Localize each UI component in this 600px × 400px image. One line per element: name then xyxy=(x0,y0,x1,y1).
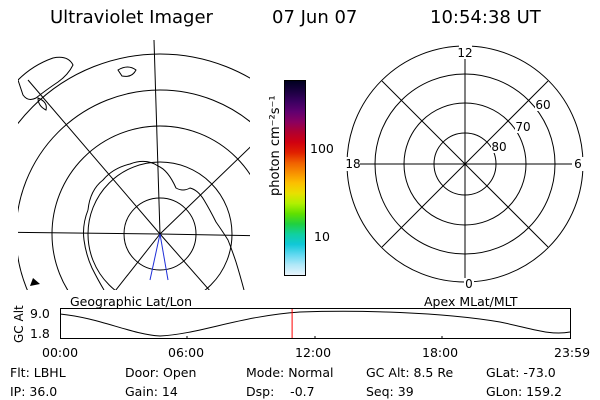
altitude-plot-frame xyxy=(60,308,571,339)
mlat-label-70: 70 xyxy=(515,120,530,134)
info-gain: Gain: 14 xyxy=(125,384,178,399)
info-glon: GLon: 159.2 xyxy=(486,384,562,399)
coastline xyxy=(87,160,245,290)
coastline xyxy=(83,209,105,290)
info-dsp: Dsp: -0.7 xyxy=(246,384,315,399)
lat-circle xyxy=(51,125,250,290)
date-label: 07 Jun 07 xyxy=(272,7,358,28)
info-glat: GLat: -73.0 xyxy=(486,365,556,380)
direction-arrow-icon xyxy=(30,278,40,286)
lon-line xyxy=(159,233,210,290)
geographic-panel-label: Geographic Lat/Lon xyxy=(70,294,192,309)
mlat-label-60: 60 xyxy=(535,98,550,112)
landmass xyxy=(18,56,74,100)
lat-circle xyxy=(18,89,250,290)
mlat-label-80: 80 xyxy=(491,140,506,154)
info-mode: Mode: Normal xyxy=(246,365,334,380)
altitude-ylabel: GC Alt xyxy=(12,305,26,343)
mlt-label-bottom: 0 xyxy=(465,277,473,291)
lat-circle xyxy=(18,53,250,125)
info-seq: Seq: 39 xyxy=(366,384,414,399)
xtick-0600: 06:00 xyxy=(168,345,205,360)
info-door: Door: Open xyxy=(125,365,197,380)
mlt-line xyxy=(381,80,549,248)
mlt-label-right: 6 xyxy=(574,157,582,171)
colorbar-tick-10: 10 xyxy=(314,229,330,244)
colorbar xyxy=(284,80,306,276)
lon-line xyxy=(159,233,250,237)
time-label: 10:54:38 UT xyxy=(430,7,541,28)
mlt-label-left: 18 xyxy=(345,157,360,171)
title-bar: Ultraviolet Imager 07 Jun 07 10:54:38 UT xyxy=(0,0,600,34)
xtick-0000: 00:00 xyxy=(42,345,79,360)
landmass xyxy=(37,97,47,111)
lon-line xyxy=(153,40,161,235)
xtick-1200: 12:00 xyxy=(295,345,332,360)
geographic-map xyxy=(18,40,250,290)
lon-line xyxy=(159,146,250,235)
info-ip: IP: 36.0 xyxy=(10,384,58,399)
magnetic-polar-plot: 12 18 6 0 60 70 80 xyxy=(344,45,584,292)
lon-line xyxy=(115,233,161,290)
xtick-1800: 18:00 xyxy=(422,345,459,360)
xtick-2359: 23:59 xyxy=(554,345,591,360)
orbit-track xyxy=(149,233,161,281)
lat-circle xyxy=(87,161,233,290)
altitude-curve xyxy=(60,310,571,337)
magnetic-panel-label: Apex MLat/MLT xyxy=(424,294,518,309)
altitude-ytick-low: 1.8 xyxy=(30,326,50,341)
info-flt: Flt: LBHL xyxy=(10,365,66,380)
instrument-title: Ultraviolet Imager xyxy=(50,7,213,28)
colorbar-tick-100: 100 xyxy=(310,141,334,156)
altitude-plot xyxy=(60,308,571,339)
colorbar-gradient xyxy=(285,81,305,275)
lon-line xyxy=(27,79,161,235)
altitude-ytick-high: 9.0 xyxy=(30,306,50,321)
colorbar-unit-label: photon cm⁻²s⁻¹ xyxy=(268,95,283,196)
info-gc-alt: GC Alt: 8.5 Re xyxy=(366,365,454,380)
mlt-label-top: 12 xyxy=(457,46,472,60)
orbit-track xyxy=(159,233,169,281)
landmass xyxy=(117,66,137,77)
lon-line xyxy=(18,231,161,235)
